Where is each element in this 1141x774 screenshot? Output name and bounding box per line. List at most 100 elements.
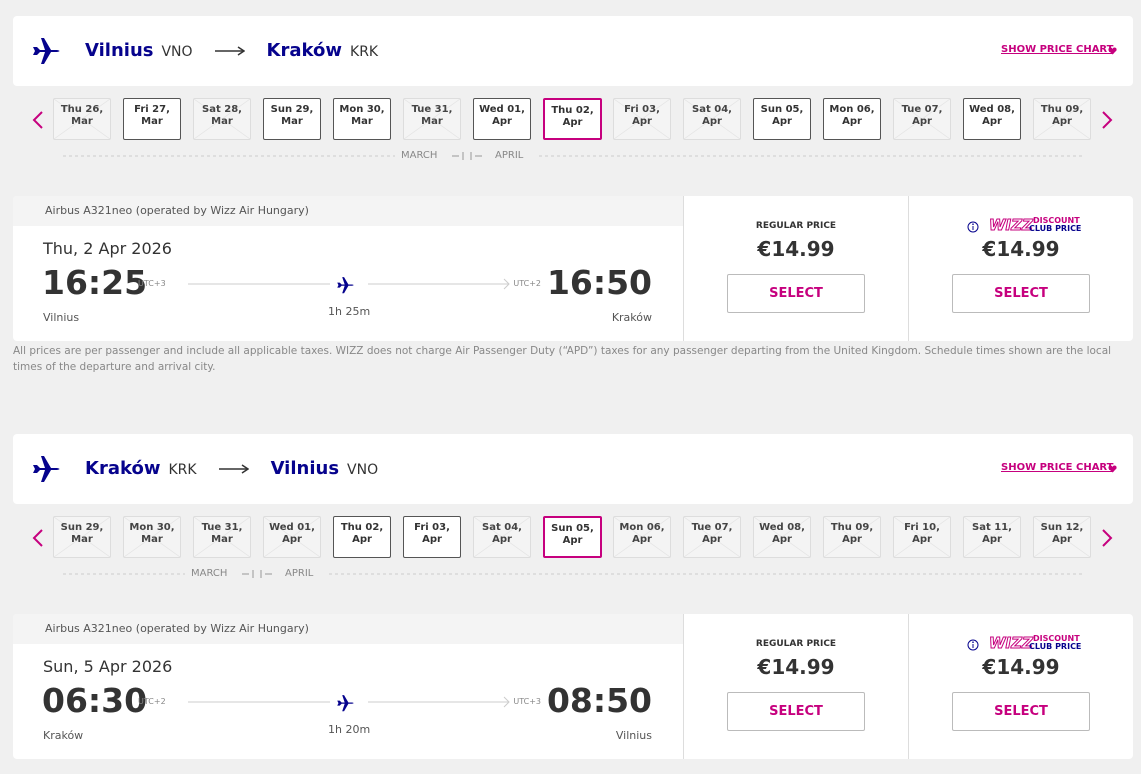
date-month: Mar [141, 116, 163, 127]
date-month: Apr [632, 116, 652, 127]
next-arrow[interactable] [1101, 111, 1113, 129]
fare-discount: WIZZ DISCOUNT CLUB PRICE €14.99 SELECT [908, 614, 1133, 759]
date-tab[interactable]: Sun 12, Apr [1033, 516, 1091, 558]
date-tab[interactable]: Thu 02, Apr [543, 98, 602, 140]
date-tab[interactable]: Wed 01, Apr [473, 98, 531, 140]
date-day: Thu 26, [60, 104, 104, 115]
date-tab[interactable]: Sat 04, Apr [473, 516, 531, 558]
date-month: Mar [71, 534, 93, 545]
date-tab[interactable]: Mon 30, Mar [123, 516, 181, 558]
flight-card: Airbus A321neo (operated by Wizz Air Hun… [13, 196, 1133, 341]
departure-utc: UTC+3 [138, 279, 166, 288]
date-tab[interactable]: Fri 03, Apr [403, 516, 461, 558]
arrival-time: 16:50 [546, 263, 652, 302]
date-month: Apr [772, 116, 792, 127]
date-tab[interactable]: Sun 29, Mar [263, 98, 321, 140]
heart-icon[interactable] [1108, 47, 1117, 55]
date-tab[interactable]: Wed 01, Apr [263, 516, 321, 558]
date-day: Sat 04, [692, 104, 732, 115]
arrival-utc: UTC+2 [513, 279, 541, 288]
date-tab[interactable]: Tue 31, Mar [403, 98, 461, 140]
date-month: Apr [422, 534, 442, 545]
date-tab[interactable]: Mon 06, Apr [613, 516, 671, 558]
select-button[interactable]: SELECT [952, 692, 1090, 731]
month-label: APRIL [495, 150, 524, 161]
flight-card: Airbus A321neo (operated by Wizz Air Hun… [13, 614, 1133, 759]
date-tab[interactable]: Thu 26, Mar [53, 98, 111, 140]
departure-city: Vilnius [43, 311, 80, 324]
date-day: Wed 08, [759, 522, 805, 533]
date-month: Mar [351, 116, 373, 127]
date-day: Thu 09, [830, 522, 874, 533]
select-button[interactable]: SELECT [727, 274, 865, 313]
date-tab[interactable]: Fri 27, Mar [123, 98, 181, 140]
date-tab[interactable]: Sat 28, Mar [193, 98, 251, 140]
date-day: Fri 10, [904, 522, 940, 533]
leg: Kraków KRK Vilnius VNO SHOW PRICE CHART Sun 2… [0, 434, 1141, 774]
departure-city: Kraków [43, 729, 84, 742]
date-tab[interactable]: Sat 04, Apr [683, 98, 741, 140]
date-day: Mon 30, [129, 522, 175, 533]
destination-code: VNO [347, 462, 379, 478]
show-price-chart[interactable]: SHOW PRICE CHART [1001, 44, 1114, 55]
month-label: MARCH [401, 150, 438, 161]
date-month: Apr [632, 534, 652, 545]
show-price-chart[interactable]: SHOW PRICE CHART [1001, 462, 1114, 473]
prev-arrow[interactable] [32, 111, 44, 129]
date-tab[interactable]: Tue 31, Mar [193, 516, 251, 558]
origin-city: Vilnius [85, 40, 154, 61]
prev-arrow[interactable] [32, 529, 44, 547]
date-tab[interactable]: Mon 06, Apr [823, 98, 881, 140]
next-arrow[interactable] [1101, 529, 1113, 547]
date-month: Apr [842, 116, 862, 127]
date-month: Mar [141, 534, 163, 545]
date-month: Mar [211, 534, 233, 545]
fare-label: REGULAR PRICE [755, 639, 837, 649]
select-button[interactable]: SELECT [727, 692, 865, 731]
date-day: Tue 31, [411, 104, 453, 115]
route-header: Vilnius VNO Kraków KRK SHOW PRICE CHART [13, 16, 1133, 86]
date-tab[interactable]: Fri 03, Apr [613, 98, 671, 140]
date-day: Sun 29, [270, 104, 314, 115]
date-month: Mar [421, 116, 443, 127]
date-tab[interactable]: Tue 07, Apr [683, 516, 741, 558]
plane-icon [33, 38, 60, 64]
date-tab[interactable]: Sun 05, Apr [543, 516, 602, 558]
date-tab[interactable]: Thu 02, Apr [333, 516, 391, 558]
info-icon[interactable] [967, 221, 979, 233]
date-tab[interactable]: Sat 11, Apr [963, 516, 1021, 558]
date-tab[interactable]: Sun 29, Mar [53, 516, 111, 558]
duration: 1h 20m [328, 723, 371, 736]
date-month: Apr [492, 116, 512, 127]
discount-label: DISCOUNT [1033, 216, 1080, 225]
date-month: Apr [1052, 116, 1072, 127]
date-day: Mon 06, [829, 104, 875, 115]
aircraft-bar [13, 614, 683, 644]
date-day: Sun 05, [760, 104, 804, 115]
flight-date: Sun, 5 Apr 2026 [43, 657, 173, 676]
fare-price: €14.99 [757, 237, 835, 261]
date-tab[interactable]: Wed 08, Apr [753, 516, 811, 558]
route-header: Kraków KRK Vilnius VNO SHOW PRICE CHART [13, 434, 1133, 504]
destination-code: KRK [350, 44, 379, 60]
date-tab[interactable]: Tue 07, Apr [893, 98, 951, 140]
date-day: Sat 28, [202, 104, 242, 115]
date-tab[interactable]: Sun 05, Apr [753, 98, 811, 140]
aircraft-bar [13, 196, 683, 226]
departure-utc: UTC+2 [138, 697, 166, 706]
date-tab[interactable]: Wed 08, Apr [963, 98, 1021, 140]
date-day: Sun 12, [1040, 522, 1084, 533]
select-button[interactable]: SELECT [952, 274, 1090, 313]
date-tab[interactable]: Fri 10, Apr [893, 516, 951, 558]
date-month: Apr [842, 534, 862, 545]
info-icon[interactable] [967, 639, 979, 651]
date-tab[interactable]: Thu 09, Apr [823, 516, 881, 558]
month-label: MARCH [191, 568, 228, 579]
heart-icon[interactable] [1108, 465, 1117, 473]
date-tab[interactable]: Thu 09, Apr [1033, 98, 1091, 140]
route: Kraków KRK Vilnius VNO [85, 458, 378, 479]
date-tab[interactable]: Mon 30, Mar [333, 98, 391, 140]
date-day: Mon 06, [619, 522, 665, 533]
route-line [188, 277, 510, 294]
date-day: Sat 04, [482, 522, 522, 533]
